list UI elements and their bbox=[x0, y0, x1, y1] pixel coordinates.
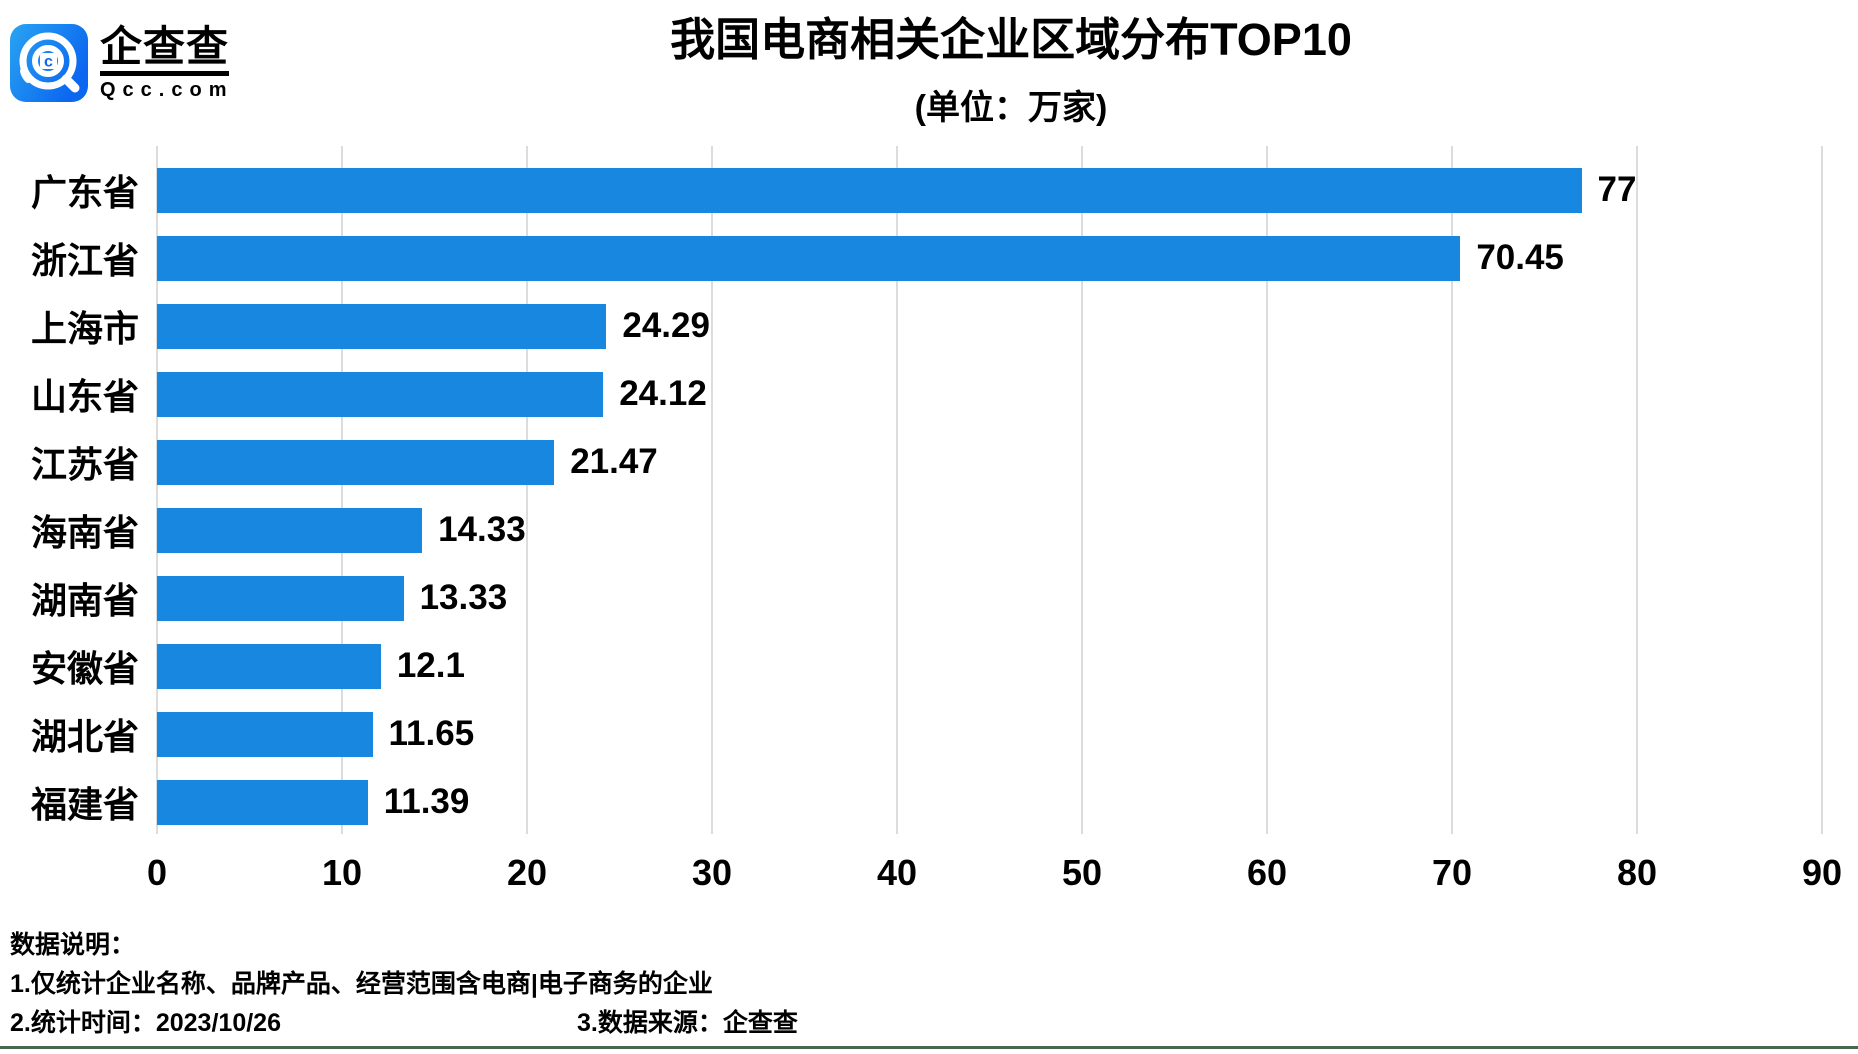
gridline bbox=[1265, 146, 1268, 834]
bar-row: 海南省 14.33 bbox=[31, 496, 1822, 564]
x-tick-label: 30 bbox=[691, 852, 733, 893]
gridline bbox=[1451, 146, 1453, 834]
plot-area: 广东省 77 浙江省 70.45 上海市 24.29 山东省 24.12 江苏省 21.47 海南省… bbox=[31, 146, 1823, 836]
x-tick-label: 80 bbox=[1616, 852, 1658, 893]
bar bbox=[157, 167, 1582, 213]
category-label: 浙江省 bbox=[30, 240, 139, 281]
gridline bbox=[896, 146, 898, 834]
footnote-1: 1.仅统计企业名称、品牌产品、经营范围含电商|电子商务的企业 bbox=[10, 970, 713, 998]
value-label: 21.47 bbox=[570, 442, 658, 481]
gridline bbox=[1821, 146, 1823, 834]
bar bbox=[157, 643, 381, 689]
category-label: 山东省 bbox=[30, 376, 139, 417]
value-label: 11.65 bbox=[388, 714, 475, 753]
value-label: 70.45 bbox=[1476, 238, 1564, 277]
bar bbox=[157, 779, 368, 825]
bar bbox=[157, 371, 604, 417]
footnote-3: 3.数据来源：企查查 bbox=[577, 1009, 798, 1037]
bar-row: 湖南省 13.33 bbox=[31, 564, 1822, 632]
svg-text:c: c bbox=[44, 54, 53, 71]
value-label: 11.39 bbox=[383, 782, 470, 821]
qcc-logo-icon: c bbox=[10, 24, 88, 102]
bar-row: 上海市 24.29 bbox=[31, 292, 1822, 360]
bar-row: 安徽省 12.1 bbox=[31, 632, 1822, 700]
bottom-separator-line bbox=[0, 1046, 1858, 1049]
title-block: 我国电商相关企业区域分布TOP10 (单位：万家) bbox=[82, 14, 1858, 129]
value-label: 77 bbox=[1597, 170, 1637, 209]
value-label: 12.1 bbox=[396, 646, 465, 685]
bar bbox=[157, 303, 607, 349]
x-tick-label: 70 bbox=[1431, 852, 1473, 893]
value-label: 24.29 bbox=[622, 306, 710, 345]
category-label: 海南省 bbox=[30, 512, 139, 553]
chart-subtitle: (单位：万家) bbox=[914, 88, 1108, 127]
brand-name: 企查查 bbox=[100, 23, 230, 77]
value-label: 24.12 bbox=[619, 374, 707, 413]
bar-rows: 广东省 77 浙江省 70.45 上海市 24.29 山东省 24.12 江苏省 21.47 海南省… bbox=[31, 156, 1822, 836]
brand-domain: Qcc.com bbox=[100, 79, 234, 102]
category-label: 安徽省 bbox=[30, 648, 139, 689]
x-tick-label: 20 bbox=[506, 852, 548, 893]
category-label: 江苏省 bbox=[30, 444, 139, 485]
category-label: 湖南省 bbox=[30, 580, 139, 621]
x-axis: 0 10 20 30 40 50 60 70 80 90 bbox=[147, 852, 1842, 898]
bar-row: 湖北省 11.65 bbox=[31, 700, 1822, 768]
bar-row: 山东省 24.12 bbox=[31, 360, 1822, 428]
value-label: 13.33 bbox=[419, 578, 508, 617]
gridline bbox=[156, 146, 158, 834]
gridline bbox=[341, 146, 343, 834]
gridline bbox=[1081, 146, 1083, 834]
x-tick-label: 60 bbox=[1246, 852, 1288, 893]
bar-row: 江苏省 21.47 bbox=[31, 428, 1822, 496]
bar-row: 福建省 11.39 bbox=[31, 768, 1822, 836]
category-label: 湖北省 bbox=[30, 716, 139, 757]
bar bbox=[157, 507, 423, 553]
gridline bbox=[526, 146, 528, 834]
x-tick-label: 10 bbox=[321, 852, 363, 893]
footnote-heading: 数据说明： bbox=[10, 931, 136, 959]
chart-title: 我国电商相关企业区域分布TOP10 bbox=[670, 14, 1352, 65]
footnotes: 数据说明： 1.仅统计企业名称、品牌产品、经营范围含电商|电子商务的企业 2.统… bbox=[10, 926, 798, 1043]
bar bbox=[157, 575, 404, 621]
x-tick-label: 50 bbox=[1061, 852, 1103, 893]
x-tick-label: 90 bbox=[1801, 852, 1843, 893]
bar-row: 浙江省 70.45 bbox=[31, 224, 1822, 292]
gridline bbox=[1636, 146, 1638, 834]
category-label: 广东省 bbox=[30, 172, 139, 213]
category-label: 福建省 bbox=[30, 784, 139, 825]
qcc-logo: c 企查查 Qcc.com bbox=[10, 23, 234, 102]
value-label: 14.33 bbox=[438, 510, 526, 549]
bar bbox=[157, 235, 1461, 281]
gridline bbox=[710, 146, 713, 834]
x-tick-label: 40 bbox=[876, 852, 918, 893]
bar-row: 广东省 77 bbox=[31, 156, 1822, 224]
footnote-2: 2.统计时间：2023/10/26 bbox=[10, 1009, 281, 1037]
bar bbox=[157, 439, 555, 485]
x-tick-label: 0 bbox=[146, 852, 168, 893]
bar bbox=[157, 711, 373, 757]
category-label: 上海市 bbox=[30, 308, 139, 349]
